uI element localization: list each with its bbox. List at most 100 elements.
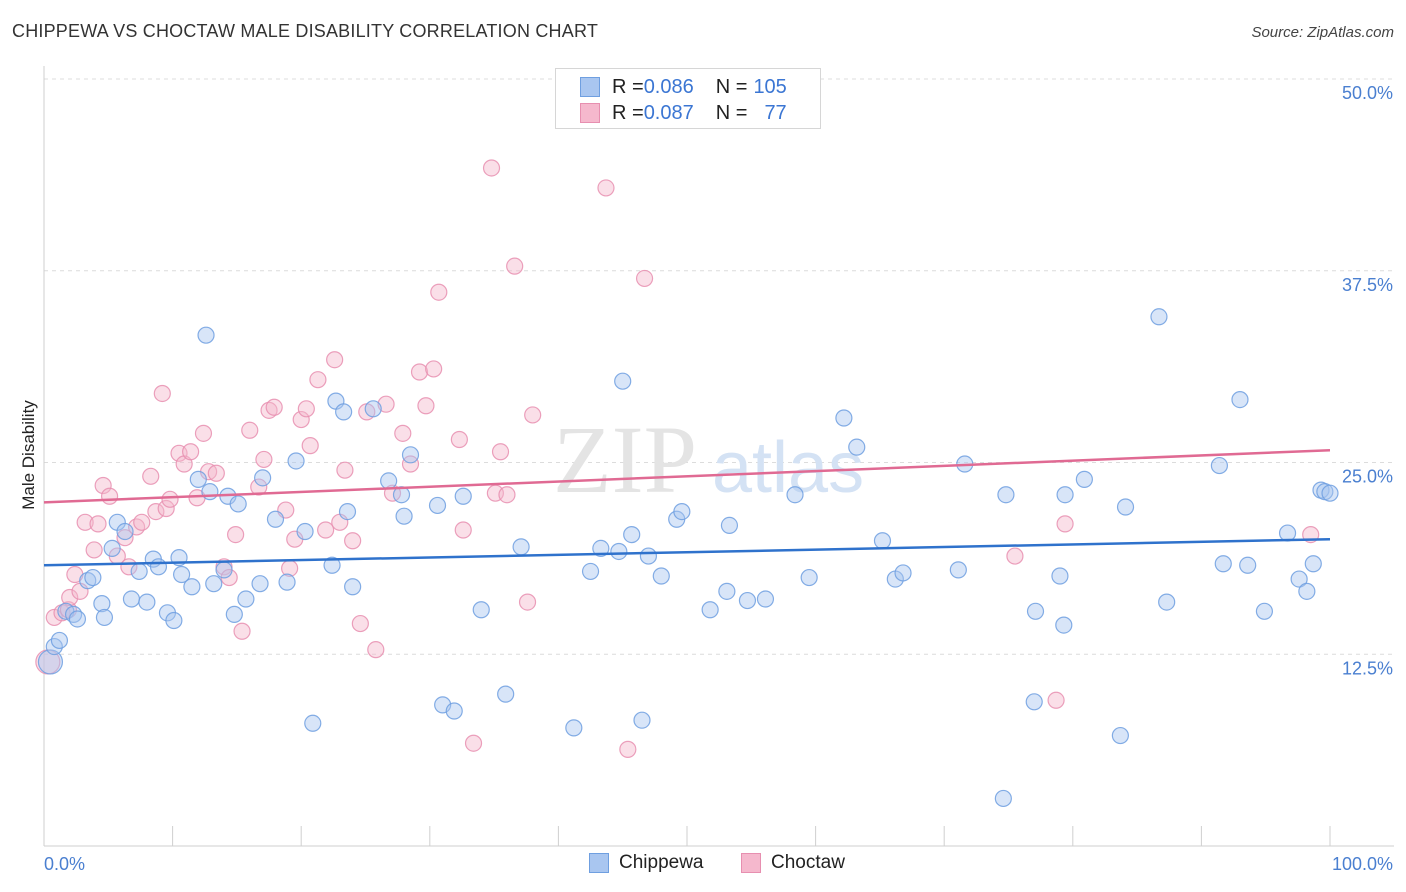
chippewa-point — [1290, 570, 1308, 588]
chippewa-point — [304, 714, 322, 732]
series-chippewa-points — [37, 308, 1339, 808]
choctaw-point — [85, 541, 103, 559]
chippewa-point — [380, 472, 398, 490]
choctaw-point — [367, 641, 385, 659]
chippewa-point — [472, 601, 490, 619]
choctaw-point — [76, 513, 94, 531]
chippewa-point — [37, 649, 64, 675]
choctaw-point — [401, 455, 420, 473]
choctaw-point — [147, 502, 165, 521]
chippewa-point — [183, 578, 201, 596]
choctaw-point — [194, 424, 213, 442]
chippewa-point — [344, 578, 362, 596]
choctaw-point — [233, 622, 251, 640]
choctaw-point — [301, 437, 319, 455]
chippewa-point — [639, 547, 658, 565]
choctaw-point — [255, 450, 273, 469]
chippewa-point — [401, 446, 420, 464]
choctaw-trend-line — [43, 448, 1331, 504]
chippewa-point — [1056, 486, 1074, 504]
chippewa-point — [512, 538, 530, 556]
legend-n-label: N = — [715, 101, 748, 124]
chippewa-point — [720, 516, 739, 534]
chippewa-point — [1214, 555, 1232, 573]
choctaw-point — [491, 443, 510, 461]
chippewa-point — [994, 789, 1012, 808]
chippewa-point — [1278, 524, 1297, 542]
y-tick-labels: 12.5% 25.0% 37.5% 50.0% — [1342, 83, 1393, 678]
choctaw-point — [417, 397, 435, 415]
choctaw-point — [506, 257, 524, 275]
chippewa-point — [338, 502, 357, 521]
chippewa-point — [237, 590, 255, 608]
legend-r-value: 0.086 — [643, 75, 694, 98]
legend-item-chippewa[interactable]: Chippewa — [589, 852, 704, 874]
chippewa-point — [122, 590, 141, 608]
chippewa-point — [610, 542, 628, 561]
watermark-zip: ZIP — [553, 406, 697, 513]
choctaw-point — [518, 593, 537, 611]
legend-swatch-chippewa — [589, 853, 609, 873]
chippewa-point — [50, 631, 69, 650]
choctaw-point — [454, 521, 472, 539]
choctaw-point — [317, 521, 335, 539]
chippewa-point — [197, 326, 215, 344]
chippewa-point — [1055, 616, 1073, 634]
chippewa-point — [149, 558, 168, 576]
legend-r-label: R = — [612, 101, 644, 124]
chippewa-point — [997, 486, 1015, 504]
chippewa-point — [1231, 391, 1249, 409]
legend-r-value: 0.087 — [643, 101, 694, 124]
chippewa-point — [1111, 726, 1129, 745]
chippewa-point — [581, 562, 600, 581]
chippewa-point — [1239, 556, 1257, 574]
legend-swatch-choctaw — [580, 103, 600, 123]
chippewa-point — [364, 400, 382, 418]
choctaw-point — [635, 269, 654, 288]
chippewa-point — [1075, 470, 1093, 488]
chippewa-point — [1051, 567, 1069, 585]
choctaw-point — [157, 499, 175, 518]
chippewa-point — [130, 562, 148, 581]
chippewa-point — [848, 438, 866, 456]
chippewa-point — [1150, 308, 1168, 326]
chippewa-point — [323, 556, 341, 574]
watermark-atlas: atlas — [712, 428, 864, 508]
choctaw-point — [227, 525, 245, 544]
chippewa-point — [68, 610, 87, 628]
chippewa-point — [1321, 484, 1339, 502]
chippewa-point — [95, 608, 114, 627]
chippewa-point — [800, 568, 818, 587]
choctaw-point — [1006, 547, 1024, 565]
choctaw-point — [250, 478, 268, 496]
choctaw-point — [100, 487, 119, 505]
choctaw-point — [297, 400, 315, 418]
chippewa-point — [138, 593, 156, 611]
watermark: ZIP atlas — [553, 406, 864, 513]
trend-lines — [43, 448, 1331, 567]
chippewa-point — [173, 565, 191, 584]
stats-legend: R = 0.086 N = 105 R = 0.087 N = 77 — [555, 68, 821, 129]
y-tick-label: 25.0% — [1342, 467, 1393, 487]
legend-label-chippewa: Chippewa — [619, 852, 704, 873]
series-legend: Chippewa Choctaw — [0, 852, 1406, 876]
chart-title: CHIPPEWA VS CHOCTAW MALE DISABILITY CORR… — [12, 21, 599, 41]
chippewa-point — [266, 510, 285, 528]
chippewa-point — [1025, 693, 1043, 711]
chippewa-point — [718, 582, 736, 600]
legend-item-choctaw[interactable]: Choctaw — [741, 852, 845, 874]
chippewa-point — [229, 495, 247, 513]
choctaw-point — [482, 159, 501, 177]
chippewa-point — [738, 591, 757, 610]
axes — [43, 66, 1394, 847]
choctaw-point — [377, 395, 395, 413]
chippewa-point — [215, 561, 233, 579]
chippewa-point — [786, 486, 804, 504]
chippewa-point — [701, 601, 719, 619]
legend-r-label: R = — [612, 75, 644, 98]
choctaw-point — [116, 529, 134, 547]
x-tick-label-max: 100.0% — [1332, 854, 1393, 874]
chippewa-point — [756, 590, 775, 608]
choctaw-point — [336, 461, 354, 479]
